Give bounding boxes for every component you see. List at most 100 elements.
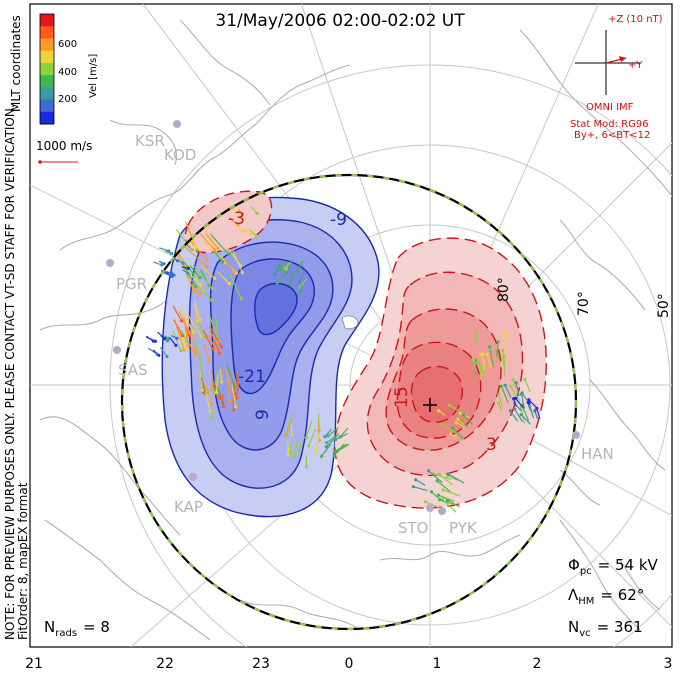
velocity-vector bbox=[188, 234, 197, 248]
velocity-vector-origin bbox=[451, 426, 455, 430]
velocity-vector bbox=[498, 394, 503, 408]
velocity-vector-origin bbox=[199, 334, 203, 339]
velocity-vector-origin bbox=[181, 261, 185, 265]
velocity-vector bbox=[206, 334, 218, 351]
velocity-vector bbox=[200, 371, 203, 391]
velocity-vector-origin bbox=[275, 281, 279, 285]
velocity-vector-origin bbox=[503, 334, 507, 338]
velocity-vector bbox=[148, 347, 158, 355]
velocity-vector-origin bbox=[175, 259, 180, 263]
velocity-vector-origin bbox=[326, 434, 330, 438]
velocity-vector-origin bbox=[513, 396, 518, 400]
velocity-vector-origin bbox=[278, 266, 282, 270]
velocity-vector bbox=[197, 285, 213, 301]
colorbar-segment bbox=[40, 14, 54, 27]
velocity-vector-origin bbox=[447, 403, 452, 407]
velocity-vector-origin bbox=[533, 409, 537, 413]
contour-label-9: 9 bbox=[253, 409, 273, 420]
velocity-vector bbox=[229, 274, 242, 300]
velocity-vector-origin bbox=[182, 348, 186, 352]
latitude-label-80: 80° bbox=[496, 277, 512, 302]
velocity-vector-origin bbox=[188, 331, 192, 335]
velocity-vector-origin bbox=[212, 392, 216, 396]
velocity-vector bbox=[415, 479, 426, 486]
imf-source: OMNI IMF bbox=[586, 102, 634, 113]
velocity-vector bbox=[200, 377, 207, 394]
velocity-vector bbox=[442, 423, 457, 434]
imf-y-label: +Y bbox=[628, 60, 643, 71]
noon-marker bbox=[341, 315, 359, 330]
velocity-vector bbox=[183, 317, 189, 346]
phi-pc-stat: Φpc = 54 kV bbox=[568, 556, 659, 577]
svg-text:ΛHM= 62°: ΛHM = 62° bbox=[568, 586, 644, 607]
velocity-vector-origin bbox=[528, 404, 532, 408]
velocity-vector-origin bbox=[239, 215, 243, 219]
heppner-maynard-boundary-dashed bbox=[121, 174, 577, 630]
velocity-vector-origin bbox=[255, 211, 259, 215]
velocity-vector bbox=[203, 343, 210, 361]
colorbar-segment bbox=[40, 26, 54, 39]
latitude-label-50: 50° bbox=[656, 293, 672, 318]
velocity-vector bbox=[436, 480, 451, 493]
velocity-vector-origin bbox=[454, 421, 458, 425]
velocity-vector bbox=[226, 363, 236, 387]
colorbar-tick-200: 200 bbox=[58, 94, 77, 105]
mlt-label-23: 23 bbox=[252, 656, 270, 672]
velocity-vector-origin bbox=[488, 345, 492, 349]
velocity-vector bbox=[297, 260, 304, 272]
velocity-vector bbox=[222, 257, 235, 273]
mlt-label-3: 3 bbox=[664, 656, 673, 672]
velocity-vector bbox=[520, 414, 532, 425]
velocity-vector bbox=[327, 427, 339, 437]
velocity-vector bbox=[215, 319, 219, 343]
velocity-vector-origin bbox=[511, 378, 515, 382]
velocity-vector-origin bbox=[514, 381, 518, 385]
velocity-vector-origin bbox=[218, 351, 222, 355]
velocity-vector-origin bbox=[166, 339, 170, 343]
velocity-vector-origin bbox=[297, 293, 301, 297]
velocity-vector-origin bbox=[198, 356, 202, 360]
velocity-vector bbox=[504, 336, 507, 354]
velocity-vector-origin bbox=[496, 340, 500, 344]
velocity-vector bbox=[284, 416, 293, 436]
colorbar-segment bbox=[40, 62, 54, 76]
velocity-vector bbox=[528, 399, 537, 408]
colorbar-segment bbox=[40, 38, 54, 52]
velocity-vector bbox=[425, 501, 443, 510]
station-sto-label: STO bbox=[398, 519, 429, 537]
velocity-vector bbox=[199, 233, 216, 251]
colorbar-segment bbox=[40, 75, 54, 88]
velocity-vector bbox=[221, 394, 225, 407]
velocity-vector-origin bbox=[472, 358, 476, 362]
velocity-vector-origin bbox=[441, 488, 445, 492]
velocity-vector-origin bbox=[227, 282, 232, 286]
velocity-vector bbox=[413, 486, 428, 492]
velocity-vector bbox=[489, 346, 495, 368]
velocity-vector-origin bbox=[186, 275, 190, 279]
potential-max-marker bbox=[423, 398, 437, 412]
velocity-vector bbox=[172, 305, 183, 322]
velocity-vector-origin bbox=[181, 334, 185, 338]
velocity-vector bbox=[276, 272, 287, 284]
velocity-vector-origin bbox=[249, 232, 253, 236]
velocity-vector-origin bbox=[193, 352, 197, 357]
velocity-vector-origin bbox=[435, 479, 439, 483]
colorbar-tick-400: 400 bbox=[58, 67, 77, 78]
imf-model: Stat Mod: RG96 bbox=[570, 119, 649, 130]
velocity-vector bbox=[231, 384, 237, 407]
velocity-vector bbox=[189, 265, 201, 278]
velocity-vector-origin bbox=[508, 409, 512, 413]
contour-label-3-lower: 3 bbox=[486, 435, 497, 455]
velocity-vector-origin bbox=[202, 335, 206, 339]
velocity-vector bbox=[224, 367, 229, 381]
velocity-vector-origin bbox=[477, 360, 481, 364]
velocity-vector-origin bbox=[234, 271, 239, 275]
velocity-vector-origin bbox=[297, 280, 301, 284]
velocity-vector-origin bbox=[194, 245, 198, 249]
scale-vector-origin bbox=[38, 160, 42, 164]
velocity-vector-origin bbox=[289, 452, 293, 456]
velocity-vector bbox=[201, 265, 215, 279]
nvc-stat: Nvc = 361 bbox=[568, 618, 643, 639]
velocity-vector-origin bbox=[190, 248, 194, 252]
velocity-vector-origin bbox=[191, 330, 196, 334]
